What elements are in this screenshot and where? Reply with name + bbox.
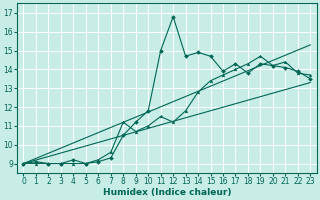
X-axis label: Humidex (Indice chaleur): Humidex (Indice chaleur) (103, 188, 231, 197)
